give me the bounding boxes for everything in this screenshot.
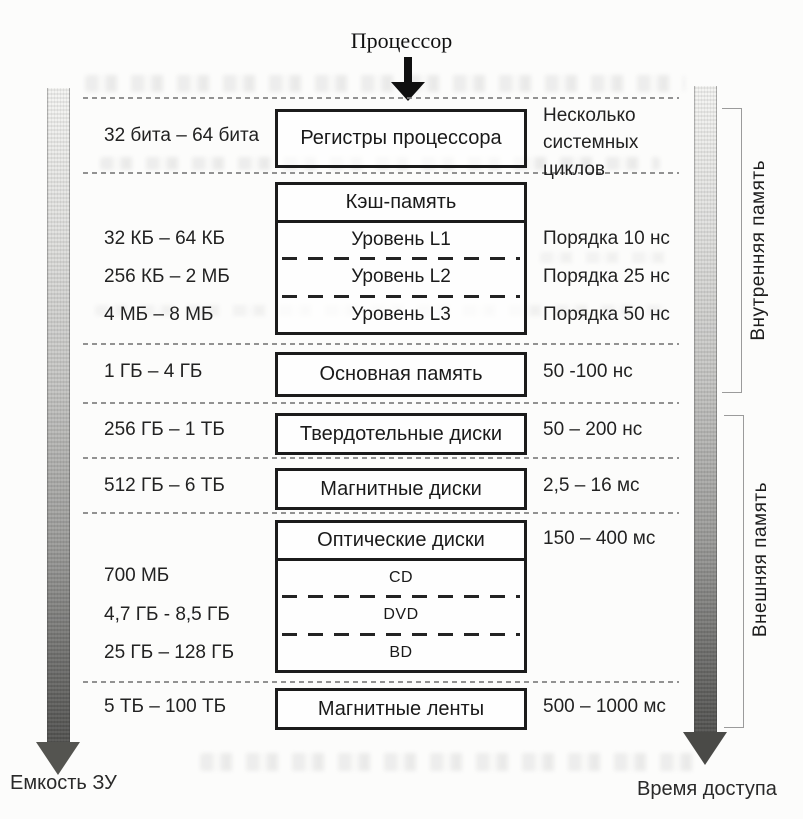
- access-time-axis-label: Время доступа: [637, 778, 777, 800]
- box-hdd-label: Магнитные диски: [320, 477, 482, 500]
- time-ssd: 50 – 200 нс: [543, 419, 643, 440]
- capacity-hdd: 512 ГБ – 6 ТБ: [104, 475, 225, 496]
- time-cache-l3: Порядка 50 нс: [543, 304, 670, 325]
- box-optical-bd: BD: [389, 643, 413, 661]
- capacity-arrow: [47, 88, 70, 743]
- box-tape: Магнитные ленты: [275, 688, 527, 730]
- box-optical-header: Оптические диски: [278, 523, 524, 561]
- capacity-main-memory: 1 ГБ – 4 ГБ: [104, 361, 203, 382]
- box-optical-dvd: DVD: [383, 606, 419, 624]
- access-time-arrow: [694, 86, 717, 733]
- external-memory-label: Внешняя память: [750, 482, 771, 638]
- processor-arrow: [404, 57, 412, 84]
- time-tape: 500 – 1000 мс: [543, 696, 666, 717]
- box-optical-cd: CD: [388, 569, 414, 587]
- internal-memory-label: Внутренняя память: [748, 160, 769, 341]
- row-separator: [83, 172, 679, 174]
- time-optical: 150 – 400 мс: [543, 528, 656, 549]
- cache-divider: [282, 257, 520, 261]
- box-hdd: Магнитные диски: [275, 468, 527, 510]
- capacity-cache-l2: 256 КБ – 2 МБ: [104, 266, 230, 287]
- box-ssd: Твердотельные диски: [275, 413, 527, 455]
- capacity-dvd: 4,7 ГБ - 8,5 ГБ: [104, 604, 230, 625]
- capacity-arrow-head: [36, 742, 80, 775]
- time-hdd: 2,5 – 16 мс: [543, 475, 640, 496]
- time-registers-line2: системных: [543, 132, 639, 153]
- capacity-tape: 5 ТБ – 100 ТБ: [104, 696, 227, 717]
- box-cache-l3: Уровень L3: [351, 303, 451, 325]
- access-time-arrow-head: [683, 732, 727, 765]
- internal-memory-bracket: [722, 108, 742, 393]
- diagram-title: Процессор: [350, 28, 453, 53]
- time-registers-line3: циклов: [543, 159, 605, 180]
- scan-noise: [85, 75, 685, 92]
- capacity-cache-l1: 32 КБ – 64 КБ: [104, 228, 226, 249]
- row-separator: [83, 402, 679, 404]
- row-separator: [83, 512, 679, 514]
- optical-divider: [282, 595, 520, 599]
- scan-noise: [540, 252, 670, 263]
- time-cache-l1: Порядка 10 нс: [543, 228, 670, 249]
- external-memory-bracket: [724, 415, 744, 728]
- box-optical: Оптические диски CD DVD BD: [275, 520, 527, 673]
- optical-divider: [282, 632, 520, 636]
- box-cache-l1: Уровень L1: [351, 229, 451, 251]
- time-registers-line1: Несколько: [543, 105, 636, 126]
- capacity-bd: 25 ГБ – 128 ГБ: [104, 642, 235, 663]
- box-main-memory-label: Основная память: [319, 363, 483, 385]
- time-cache-l2: Порядка 25 нс: [543, 266, 670, 287]
- row-separator: [83, 457, 679, 459]
- box-main-memory: Основная память: [275, 352, 527, 397]
- box-cache: Кэш-память Уровень L1 Уровень L2 Уровень…: [275, 182, 527, 335]
- box-cache-header: Кэш-память: [278, 185, 524, 223]
- row-separator: [83, 343, 679, 345]
- time-registers: Несколько системных циклов: [543, 102, 673, 183]
- capacity-cache-l3: 4 МБ – 8 МБ: [104, 304, 214, 325]
- capacity-ssd: 256 ГБ – 1 ТБ: [104, 419, 225, 440]
- processor-arrow-head: [391, 82, 425, 101]
- box-cache-l2: Уровень L2: [351, 266, 451, 288]
- box-registers-label: Регистры процессора: [300, 127, 502, 149]
- row-separator: [83, 97, 679, 99]
- time-main-memory: 50 -100 нс: [543, 361, 633, 382]
- scan-noise: [200, 753, 700, 771]
- capacity-axis-label: Емкость ЗУ: [10, 772, 117, 794]
- box-ssd-label: Твердотельные диски: [299, 422, 503, 445]
- row-separator: [83, 681, 679, 683]
- capacity-cd: 700 МБ: [104, 565, 170, 586]
- box-tape-label: Магнитные ленты: [317, 697, 485, 720]
- capacity-registers: 32 бита – 64 бита: [104, 125, 260, 146]
- cache-divider: [282, 294, 520, 298]
- box-registers: Регистры процессора: [275, 109, 527, 168]
